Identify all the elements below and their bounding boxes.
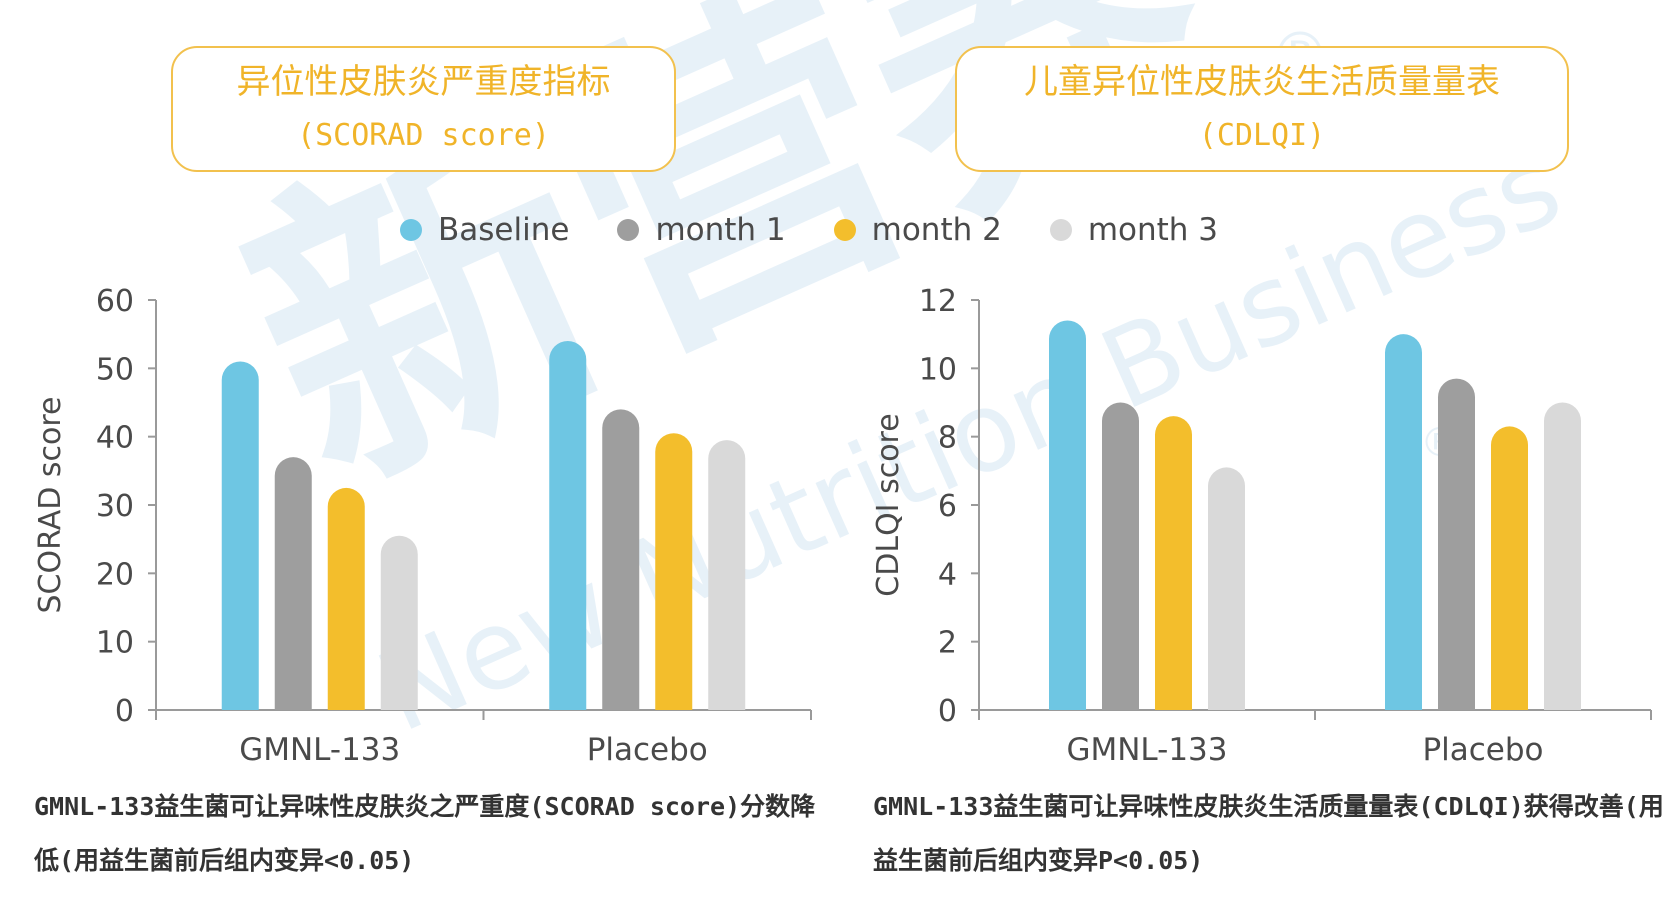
scorad-category-label: GMNL-133 bbox=[239, 732, 400, 768]
cdlqi-category-label: Placebo bbox=[1422, 732, 1543, 768]
legend-item-baseline: Baseline bbox=[400, 212, 569, 248]
cdlqi-y-tick-label: 8 bbox=[938, 421, 957, 456]
scorad-y-tick-label: 10 bbox=[96, 626, 134, 661]
cdlqi-bar-placebo-month-2 bbox=[1491, 426, 1528, 710]
cdlqi-y-tick-label: 4 bbox=[938, 557, 957, 592]
cdlqi-bar-gmnl-133-month-2 bbox=[1155, 416, 1192, 710]
scorad-bar-placebo-month-1 bbox=[602, 409, 640, 710]
scorad-y-tick-label: 40 bbox=[96, 421, 134, 456]
chart-legend: Baseline month 1 month 2 month 3 bbox=[400, 210, 1266, 250]
cdlqi-bar-gmnl-133-baseline bbox=[1049, 320, 1086, 710]
left-chart-caption: GMNL-133益生菌可让异味性皮肤炎之严重度(SCORAD score)分数降… bbox=[34, 792, 816, 875]
legend-dot-month-1 bbox=[617, 219, 640, 241]
scorad-bar-placebo-month-2 bbox=[655, 433, 693, 710]
scorad-y-tick-label: 50 bbox=[96, 352, 134, 387]
left-chart-title-box: 异位性皮肤炎严重度指标 (SCORAD score) bbox=[171, 46, 676, 172]
left-chart-subtitle: (SCORAD score) bbox=[297, 118, 550, 153]
scorad-y-axis-label: SCORAD score bbox=[33, 396, 68, 613]
legend-label-baseline: Baseline bbox=[438, 212, 570, 248]
legend-dot-month-3 bbox=[1049, 219, 1072, 241]
cdlqi-y-tick-label: 6 bbox=[938, 489, 957, 524]
legend-dot-baseline bbox=[400, 219, 422, 241]
cdlqi-y-axis-label: CDLQI score bbox=[871, 413, 906, 596]
legend-dot-month-2 bbox=[833, 219, 856, 241]
cdlqi-bar-placebo-month-3 bbox=[1544, 402, 1582, 710]
scorad-bar-gmnl-133-month-3 bbox=[380, 535, 418, 710]
scorad-y-tick-label: 30 bbox=[96, 489, 134, 524]
cdlqi-y-tick-label: 12 bbox=[919, 284, 957, 319]
legend-label-month-1: month 1 bbox=[655, 212, 786, 248]
right-chart-subtitle: (CDLQI) bbox=[1198, 118, 1326, 153]
scorad-y-tick-label: 60 bbox=[96, 284, 134, 319]
scorad-bar-gmnl-133-month-2 bbox=[327, 487, 365, 710]
scorad-bar-gmnl-133-month-1 bbox=[274, 457, 312, 710]
cdlqi-y-tick-label: 2 bbox=[938, 626, 957, 661]
cdlqi-y-tick-label: 0 bbox=[938, 694, 957, 729]
left-chart-title: 异位性皮肤炎严重度指标 bbox=[236, 62, 611, 102]
cdlqi-y-tick-label: 10 bbox=[919, 352, 957, 387]
cdlqi-bar-gmnl-133-month-3 bbox=[1208, 467, 1245, 710]
cdlqi-bar-placebo-month-1 bbox=[1438, 378, 1475, 710]
scorad-y-tick-label: 0 bbox=[115, 694, 134, 729]
legend-label-month-3: month 3 bbox=[1087, 212, 1219, 248]
scorad-bar-placebo-baseline bbox=[549, 341, 587, 710]
scorad-bar-placebo-month-3 bbox=[708, 440, 746, 710]
right-chart-title: 儿童异位性皮肤炎生活质量量表 bbox=[1024, 62, 1500, 102]
cdlqi-bar-gmnl-133-month-1 bbox=[1102, 402, 1139, 710]
legend-label-month-2: month 2 bbox=[871, 212, 1002, 248]
scorad-category-label: Placebo bbox=[587, 732, 708, 768]
cdlqi-category-label: GMNL-133 bbox=[1066, 732, 1227, 768]
scorad-y-tick-label: 20 bbox=[96, 557, 134, 592]
legend-item-month-2: month 2 bbox=[833, 212, 1002, 248]
legend-item-month-3: month 3 bbox=[1049, 212, 1219, 248]
legend-item-month-1: month 1 bbox=[617, 212, 786, 248]
right-chart-caption: GMNL-133益生菌可让异味性皮肤炎生活质量量表(CDLQI)获得改善(用益生… bbox=[873, 792, 1664, 875]
right-chart-title-box: 儿童异位性皮肤炎生活质量量表 (CDLQI) bbox=[955, 46, 1569, 172]
scorad-bar-gmnl-133-baseline bbox=[221, 361, 259, 710]
cdlqi-bar-placebo-baseline bbox=[1385, 334, 1422, 710]
